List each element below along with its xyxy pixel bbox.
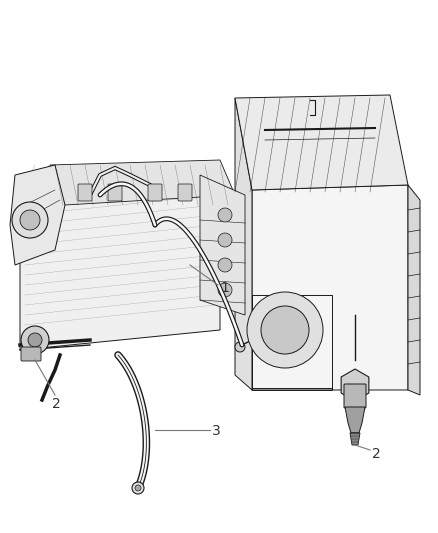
FancyBboxPatch shape (178, 184, 192, 201)
FancyBboxPatch shape (78, 184, 92, 201)
Polygon shape (20, 165, 220, 350)
Polygon shape (10, 165, 65, 265)
Circle shape (247, 292, 323, 368)
FancyBboxPatch shape (21, 347, 41, 361)
FancyBboxPatch shape (108, 184, 122, 201)
Circle shape (21, 326, 49, 354)
Polygon shape (235, 98, 252, 390)
Circle shape (135, 485, 141, 491)
Circle shape (132, 482, 144, 494)
Text: 2: 2 (372, 447, 381, 461)
Text: 1: 1 (220, 281, 229, 295)
Polygon shape (20, 165, 240, 240)
Circle shape (20, 210, 40, 230)
Polygon shape (200, 175, 245, 315)
Polygon shape (50, 160, 235, 205)
Circle shape (235, 342, 245, 352)
Polygon shape (341, 369, 369, 401)
Text: 2: 2 (52, 397, 61, 411)
Circle shape (12, 202, 48, 238)
Text: 3: 3 (212, 424, 221, 438)
Polygon shape (350, 433, 360, 445)
Polygon shape (252, 185, 408, 390)
Circle shape (28, 333, 42, 347)
FancyBboxPatch shape (344, 384, 366, 408)
FancyBboxPatch shape (148, 184, 162, 201)
Circle shape (218, 283, 232, 297)
Polygon shape (408, 185, 420, 395)
Polygon shape (235, 95, 408, 190)
Circle shape (218, 258, 232, 272)
Circle shape (218, 233, 232, 247)
Circle shape (261, 306, 309, 354)
Polygon shape (345, 407, 365, 433)
Circle shape (218, 208, 232, 222)
